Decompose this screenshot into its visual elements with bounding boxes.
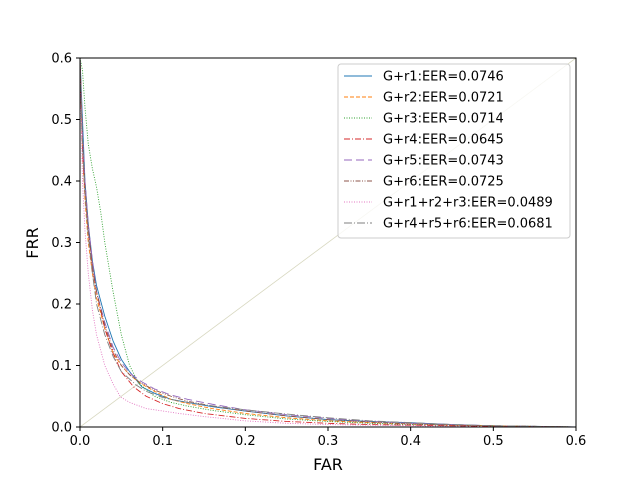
series-line-5 (80, 58, 576, 427)
y-axis-label: FRR (23, 227, 42, 258)
series-line-6 (80, 58, 576, 427)
x-tick-label: 0.4 (400, 434, 421, 449)
legend: G+r1:EER=0.0746 G+r2:EER=0.0721 G+r3:EER=0… (337, 63, 571, 239)
legend-label-1: G+r1:EER=0.0746 (383, 70, 504, 85)
x-tick-label: 0.2 (235, 434, 256, 449)
x-tick-label: 0.1 (152, 434, 173, 449)
legend-label-7: G+r1+r2+r3:EER=0.0489 (383, 196, 553, 211)
legend-label-4: G+r4:EER=0.0645 (383, 133, 504, 148)
y-tick-label: 0.3 (51, 236, 72, 251)
y-tick-label: 0.4 (51, 175, 72, 190)
x-tick-label: 0.0 (70, 434, 91, 449)
legend-label-3: G+r3:EER=0.0714 (383, 112, 504, 127)
legend-box (337, 63, 571, 239)
y-tick-label: 0.2 (51, 298, 72, 313)
legend-label-6: G+r6:EER=0.0725 (383, 175, 504, 190)
series-line-7 (80, 58, 576, 427)
x-tick-label: 0.6 (566, 434, 587, 449)
series-line-8 (80, 58, 576, 427)
y-tick-label: 0.0 (51, 421, 72, 436)
y-tick-label: 0.1 (51, 359, 72, 374)
legend-label-8: G+r4+r5+r6:EER=0.0681 (383, 217, 553, 232)
legend-label-2: G+r2:EER=0.0721 (383, 91, 504, 106)
legend-label-5: G+r5:EER=0.0743 (383, 154, 504, 169)
plot-area (80, 58, 576, 427)
y-tick-label: 0.6 (51, 52, 72, 67)
x-tick-label: 0.5 (483, 434, 504, 449)
x-axis-label: FAR (313, 455, 343, 474)
y-tick-label: 0.5 (51, 113, 72, 128)
x-tick-label: 0.3 (318, 434, 339, 449)
axes: 0.0 0.1 0.2 0.3 0.4 0.5 0.6 0.0 0.1 0.2 0.3 0.4 0.5 0… (51, 52, 586, 450)
